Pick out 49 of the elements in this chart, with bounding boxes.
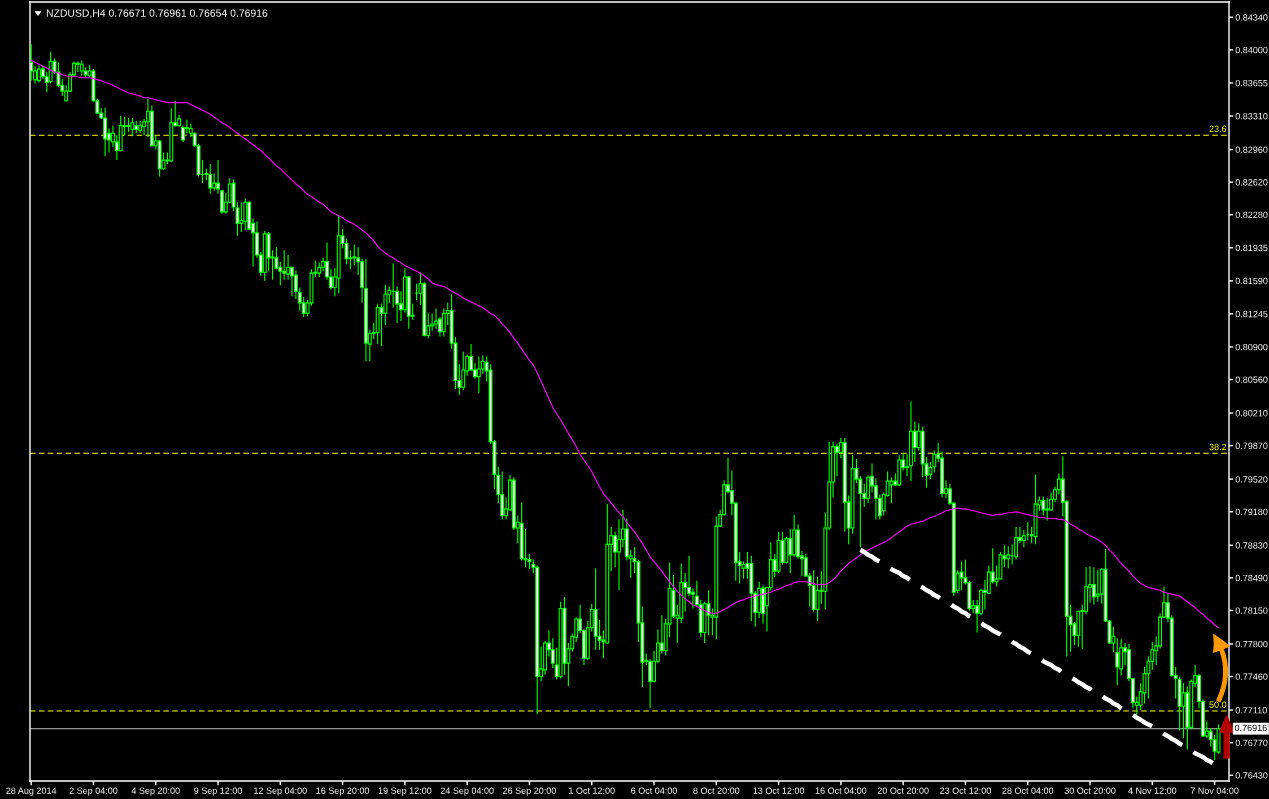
y-tick-label: 0.80210 [1235,410,1268,417]
x-tick-label: 9 Sep 12:00 [194,787,243,796]
annotation: 23.6 [1209,125,1227,133]
y-tick-label: 0.82960 [1235,146,1268,153]
y-tick-label: 0.80900 [1235,343,1268,351]
y-tick-label: 0.79520 [1235,476,1268,483]
y-tick-label: 0.78490 [1235,574,1268,582]
x-tick-label: 12 Sep 04:00 [254,787,307,796]
x-tick-label: 20 Oct 20:00 [877,787,929,794]
x-tick-label: 24 Sep 04:00 [440,787,494,796]
x-tick-label: 6 Oct 04:00 [631,787,678,794]
y-tick-label: 0.82280 [1235,211,1268,219]
x-tick-label: 2 Sep 04:00 [69,787,118,796]
x-tick-label: 28 Aug 2014 [6,787,57,796]
y-tick-label: 0.84340 [1235,14,1268,21]
x-tick-label: 30 Oct 20:00 [1064,787,1116,794]
y-tick-label: 0.76430 [1235,772,1268,779]
y-tick-label: 0.82620 [1235,179,1268,186]
y-tick-label: 0.79870 [1235,442,1268,449]
x-tick-label: 26 Sep 20:00 [503,787,556,796]
x-tick-label: 16 Sep 20:00 [316,787,370,796]
y-tick-label: 0.78150 [1235,607,1268,614]
annotation: 38.2 [1209,443,1227,451]
x-tick-label: 1 Oct 12:00 [569,787,615,794]
y-tick-label: 0.80560 [1235,376,1268,383]
x-tick-label: 4 Nov 12:00 [1128,787,1177,794]
y-tick-label: 0.81935 [1235,244,1268,252]
y-tick-label: 0.81245 [1235,310,1268,318]
x-tick-label: 23 Oct 12:00 [940,787,991,794]
x-tick-label: 16 Oct 04:00 [815,787,867,794]
y-tick-label: 0.77110 [1235,707,1267,714]
x-tick-label: 19 Sep 12:00 [378,787,432,796]
annotation: 50.0 [1209,701,1227,708]
text: NZDUSD,H4 0.76671 0.76961 0.76654 0.76916 [46,9,268,19]
y-tick-label: 0.78830 [1235,542,1268,549]
ref-line-label: 0.76916 [1234,724,1267,732]
y-tick-label: 0.77800 [1235,640,1268,648]
y-tick-label: 0.77460 [1235,673,1268,680]
y-tick-label: 0.83655 [1235,79,1268,87]
y-tick-label: 0.83310 [1235,112,1268,120]
x-tick-label: 8 Oct 20:00 [693,787,740,794]
y-tick-label: 0.76770 [1235,739,1268,747]
x-tick-label: 4 Sep 20:00 [131,787,180,796]
y-tick-label: 0.81590 [1235,277,1268,285]
x-tick-label: 13 Oct 12:00 [753,787,805,794]
x-tick-label: 7 Nov 04:00 [1190,787,1239,794]
y-tick-label: 0.79180 [1235,508,1268,516]
x-tick-label: 28 Oct 04:00 [1002,787,1054,794]
y-tick-label: 0.84000 [1235,46,1268,54]
